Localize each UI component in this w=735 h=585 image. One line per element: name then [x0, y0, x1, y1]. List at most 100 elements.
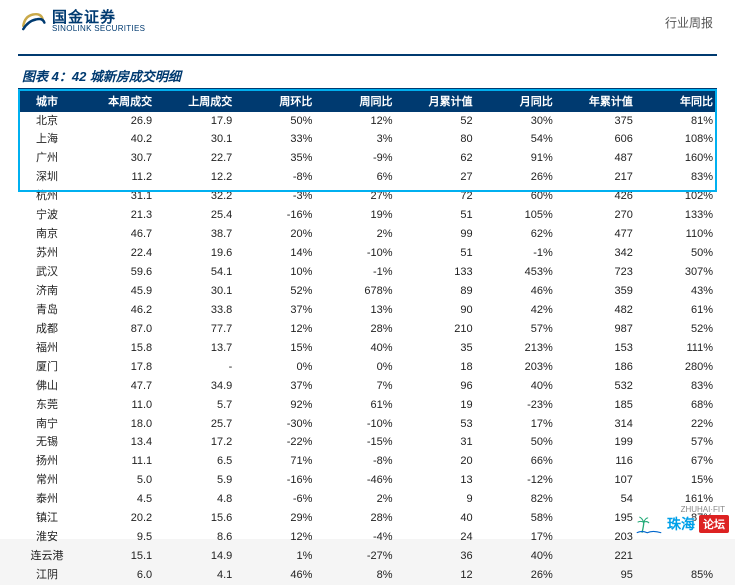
table-cell: 453% [477, 264, 557, 283]
table-cell: -4% [316, 529, 396, 548]
table-cell: 186 [557, 358, 637, 377]
column-header: 年同比 [637, 90, 717, 112]
table-cell [637, 548, 717, 567]
table-cell: 270 [557, 207, 637, 226]
table-cell [637, 529, 717, 548]
table-cell: -23% [477, 396, 557, 415]
table-cell: 6.0 [76, 567, 156, 585]
table-cell: 59.6 [76, 264, 156, 283]
table-cell: 95 [557, 567, 637, 585]
chart-title: 图表 4：42 城新房成交明细 [22, 66, 735, 85]
table-cell: 54% [477, 131, 557, 150]
table-cell: 0% [236, 358, 316, 377]
table-cell: 37% [236, 377, 316, 396]
table-cell: 185 [557, 396, 637, 415]
table-cell: -1% [477, 245, 557, 264]
table-cell: 62% [477, 226, 557, 245]
table-cell: 17.9 [156, 112, 236, 131]
table-cell: -27% [316, 548, 396, 567]
table-cell: 36 [397, 548, 477, 567]
table-cell: 淮安 [18, 529, 76, 548]
table-cell: 17.2 [156, 434, 236, 453]
table-row: 佛山47.734.937%7%9640%53283% [18, 377, 717, 396]
column-header: 城市 [18, 90, 76, 112]
table-cell: 111% [637, 339, 717, 358]
table-cell: 34.9 [156, 377, 236, 396]
table-row: 江阴6.04.146%8%1226%9585% [18, 567, 717, 585]
table-cell: 28% [316, 510, 396, 529]
table-cell: 5.7 [156, 396, 236, 415]
table-cell: 71% [236, 453, 316, 472]
table-row: 淮安9.58.612%-4%2417%203 [18, 529, 717, 548]
table-cell: 成都 [18, 320, 76, 339]
table-cell: 福州 [18, 339, 76, 358]
table-cell: 213% [477, 339, 557, 358]
table-cell: 52% [236, 282, 316, 301]
table-cell: 532 [557, 377, 637, 396]
table-row: 镇江20.215.629%28%4058%19587% [18, 510, 717, 529]
brand-name-cn: 国金证券 [52, 10, 145, 25]
table-cell: 杭州 [18, 188, 76, 207]
table-cell: 12% [316, 112, 396, 131]
table-cell: 40% [316, 339, 396, 358]
table-cell: 武汉 [18, 264, 76, 283]
table-cell: 40 [397, 510, 477, 529]
table-cell: -10% [316, 415, 396, 434]
table-cell: 7% [316, 377, 396, 396]
table-cell: 22% [637, 415, 717, 434]
table-cell: 28% [316, 320, 396, 339]
table-cell: 67% [637, 453, 717, 472]
table-cell: 40.2 [76, 131, 156, 150]
table-cell: 12% [236, 529, 316, 548]
table-cell: 8% [316, 567, 396, 585]
table-cell: 46.7 [76, 226, 156, 245]
table-cell: 195 [557, 510, 637, 529]
table-cell: 54 [557, 491, 637, 510]
table-cell: 92% [236, 396, 316, 415]
table-cell: 606 [557, 131, 637, 150]
table-cell: 72 [397, 188, 477, 207]
table-cell: 13% [316, 301, 396, 320]
table-cell: 40% [477, 548, 557, 567]
header-divider [18, 54, 717, 56]
table-cell: 47.7 [76, 377, 156, 396]
table-row: 武汉59.654.110%-1%133453%723307% [18, 264, 717, 283]
table-cell: 46% [236, 567, 316, 585]
table-cell: 22.4 [76, 245, 156, 264]
table-row: 南宁18.025.7-30%-10%5317%31422% [18, 415, 717, 434]
table-cell: - [156, 358, 236, 377]
table-row: 苏州22.419.614%-10%51-1%34250% [18, 245, 717, 264]
table-cell: 17.8 [76, 358, 156, 377]
table-cell: 29% [236, 510, 316, 529]
table-row: 无锡13.417.2-22%-15%3150%19957% [18, 434, 717, 453]
table-cell: 13.7 [156, 339, 236, 358]
table-cell: 314 [557, 415, 637, 434]
table-cell: 45.9 [76, 282, 156, 301]
table-cell: 53 [397, 415, 477, 434]
table-cell: 15.6 [156, 510, 236, 529]
table-cell: -30% [236, 415, 316, 434]
table-cell: 280% [637, 358, 717, 377]
table-cell: 42% [477, 301, 557, 320]
table-cell: 11.2 [76, 169, 156, 188]
table-cell: 南京 [18, 226, 76, 245]
table-cell: 连云港 [18, 548, 76, 567]
table-cell: -16% [236, 207, 316, 226]
table-cell: 80 [397, 131, 477, 150]
table-row: 泰州4.54.8-6%2%982%54161% [18, 491, 717, 510]
table-cell: 87% [637, 510, 717, 529]
table-cell: 15.1 [76, 548, 156, 567]
table-cell: 57% [477, 320, 557, 339]
table-cell: 19 [397, 396, 477, 415]
table-row: 扬州11.16.571%-8%2066%11667% [18, 453, 717, 472]
table-cell: 30.1 [156, 282, 236, 301]
table-cell: 43% [637, 282, 717, 301]
table-cell: 91% [477, 150, 557, 169]
table-cell: 90 [397, 301, 477, 320]
table-cell: 89 [397, 282, 477, 301]
table-cell: 4.1 [156, 567, 236, 585]
table-cell: 102% [637, 188, 717, 207]
table-cell: 27 [397, 169, 477, 188]
table-row: 宁波21.325.4-16%19%51105%270133% [18, 207, 717, 226]
table-cell: 19.6 [156, 245, 236, 264]
